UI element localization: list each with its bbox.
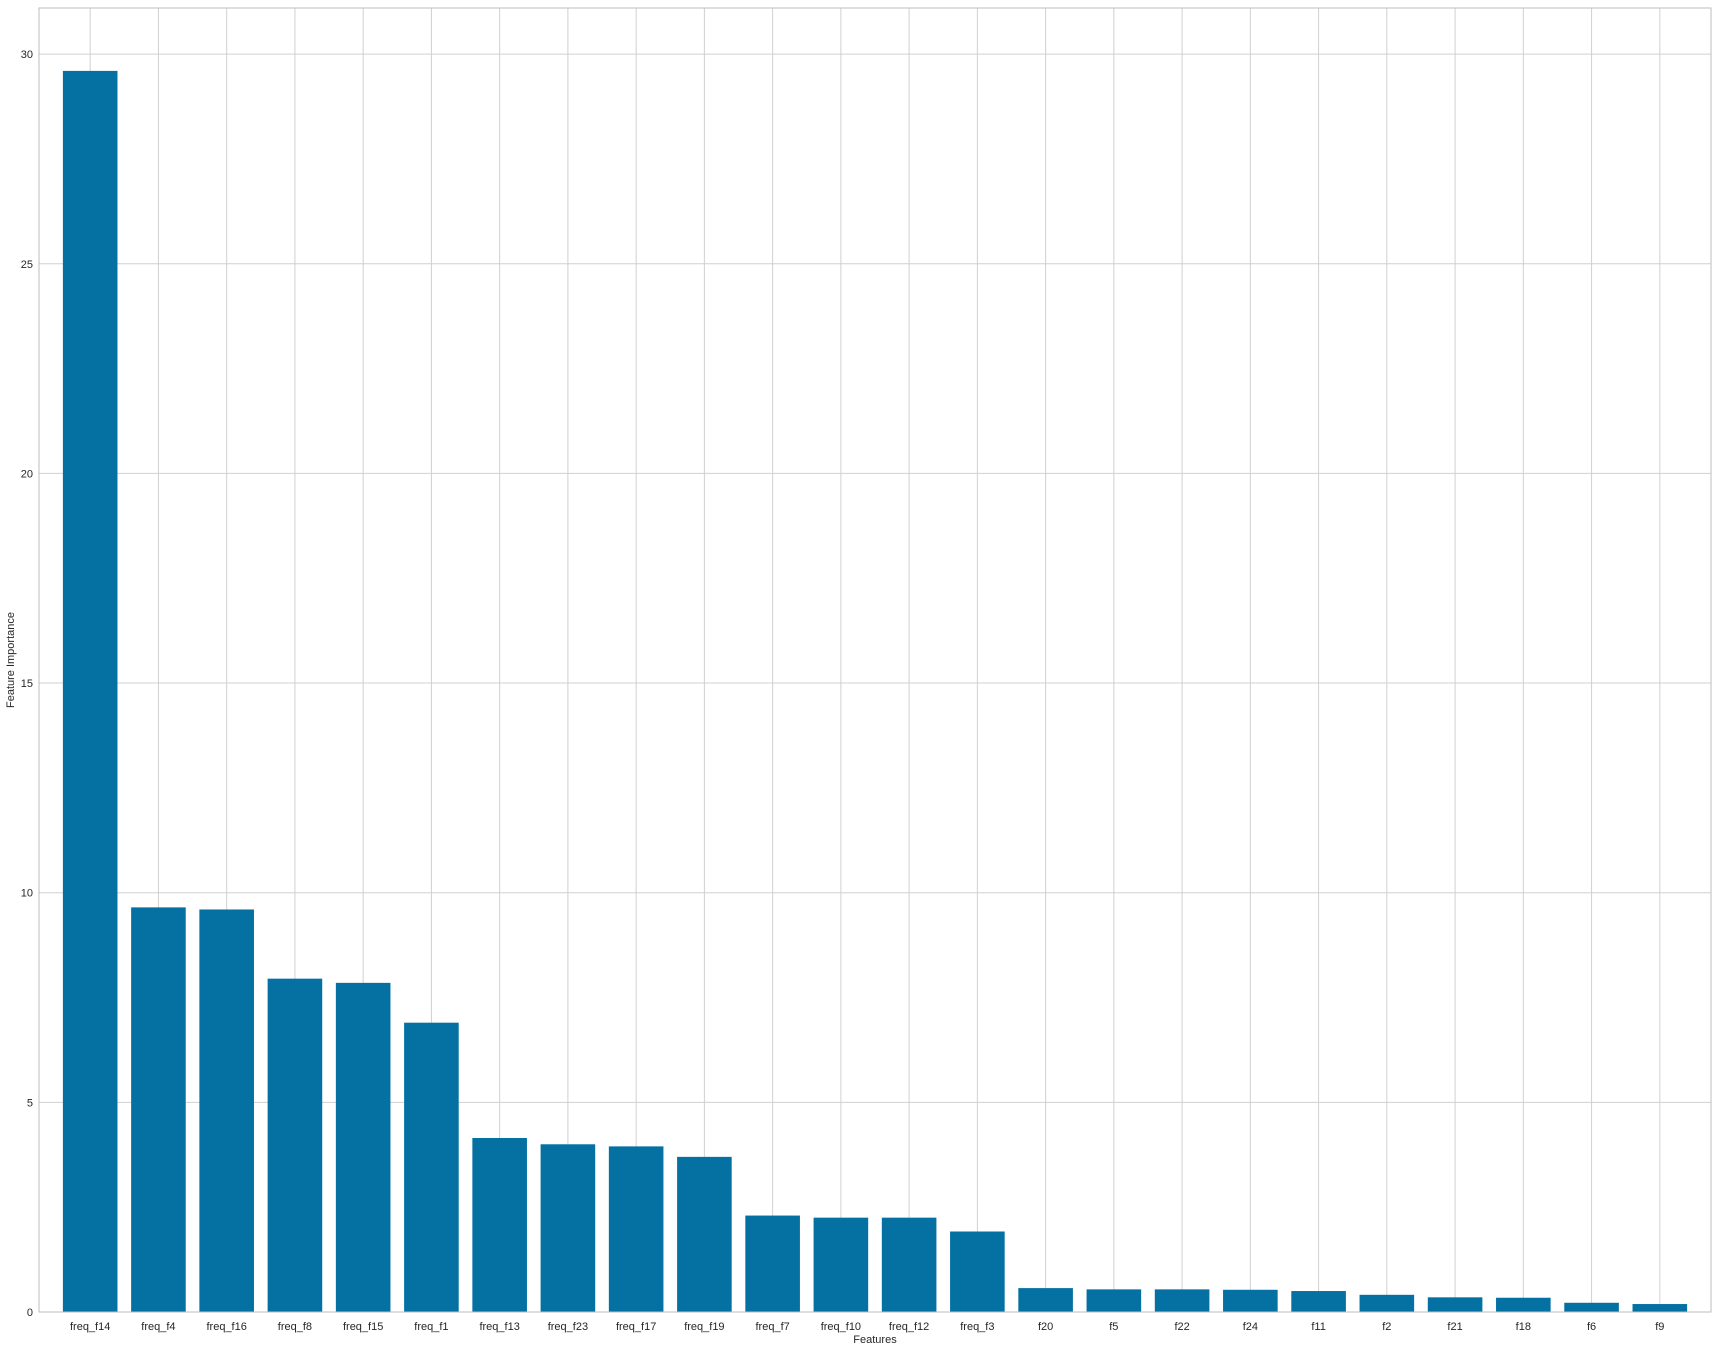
- bar-freq-f4: [131, 907, 186, 1312]
- x-tick-label: freq_f16: [206, 1321, 246, 1333]
- bar-freq-f8: [267, 978, 323, 1312]
- y-tick-label: 10: [21, 888, 33, 900]
- x-tick-label: freq_f8: [278, 1321, 312, 1333]
- x-tick-label: f9: [1655, 1321, 1664, 1333]
- bar-f20: [1018, 1288, 1073, 1312]
- bar-f21: [1427, 1297, 1483, 1312]
- y-tick-label: 25: [21, 259, 33, 271]
- x-tick-label: freq_f12: [889, 1321, 929, 1333]
- bar-freq-f7: [745, 1215, 800, 1312]
- x-tick-label: freq_f10: [821, 1321, 861, 1333]
- y-tick-label: 5: [27, 1097, 33, 1109]
- x-tick-label: f22: [1174, 1321, 1189, 1333]
- bar-freq-f1: [404, 1022, 459, 1312]
- x-tick-label: freq_f17: [616, 1321, 656, 1333]
- plot-frame: [38, 7, 1712, 1313]
- x-tick-label: freq_f19: [684, 1321, 724, 1333]
- bar-f6: [1564, 1302, 1619, 1312]
- bar-freq-f12: [881, 1217, 937, 1312]
- bar-f22: [1154, 1289, 1210, 1312]
- x-tick-label: freq_f7: [756, 1321, 790, 1333]
- bar-freq-f3: [950, 1231, 1005, 1312]
- bar-freq-f17: [608, 1146, 664, 1312]
- y-tick-label: 30: [21, 49, 33, 61]
- bar-f2: [1359, 1294, 1415, 1312]
- y-tick-label: 20: [21, 468, 33, 480]
- x-tick-label: freq_f13: [479, 1321, 519, 1333]
- bar-f11: [1291, 1291, 1346, 1312]
- y-axis-label: Feature Importance: [5, 612, 17, 708]
- bar-freq-f14: [62, 70, 118, 1312]
- x-tick-label: f11: [1311, 1321, 1325, 1333]
- bars: [62, 70, 1688, 1312]
- bar-freq-f19: [677, 1156, 732, 1312]
- bar-f5: [1086, 1289, 1142, 1312]
- y-tick-label: 0: [27, 1307, 33, 1319]
- x-tick-label: f24: [1243, 1321, 1258, 1333]
- x-tick-label: f20: [1038, 1321, 1053, 1333]
- x-tick-label: f6: [1587, 1321, 1596, 1333]
- x-tick-label: f2: [1382, 1321, 1391, 1333]
- bar-freq-f16: [199, 909, 254, 1312]
- bar-f18: [1496, 1297, 1551, 1312]
- bar-freq-f13: [472, 1137, 527, 1312]
- bar-freq-f10: [813, 1217, 869, 1312]
- x-tick-label: freq_f4: [141, 1321, 175, 1333]
- x-tick-label: f5: [1109, 1321, 1118, 1333]
- y-tick-labels: 0 5 10 15 20 25 30: [21, 49, 33, 1319]
- x-tick-label: freq_f1: [414, 1321, 448, 1333]
- x-tick-label: freq_f15: [343, 1321, 383, 1333]
- x-tick-label: freq_f23: [548, 1321, 588, 1333]
- x-tick-label: f21: [1447, 1321, 1462, 1333]
- bar-freq-f23: [540, 1144, 596, 1312]
- x-axis-label: Features: [853, 1334, 897, 1346]
- x-tick-label: freq_f3: [960, 1321, 994, 1333]
- y-tick-label: 15: [21, 678, 33, 690]
- x-tick-label: freq_f14: [70, 1321, 110, 1333]
- bar-f24: [1223, 1289, 1278, 1312]
- x-tick-labels: freq_f14 freq_f4 freq_f16 freq_f8 freq_f15 fr…: [70, 1321, 1664, 1333]
- bar-f9: [1632, 1304, 1688, 1312]
- x-tick-label: f18: [1516, 1321, 1531, 1333]
- bar-freq-f15: [335, 982, 391, 1312]
